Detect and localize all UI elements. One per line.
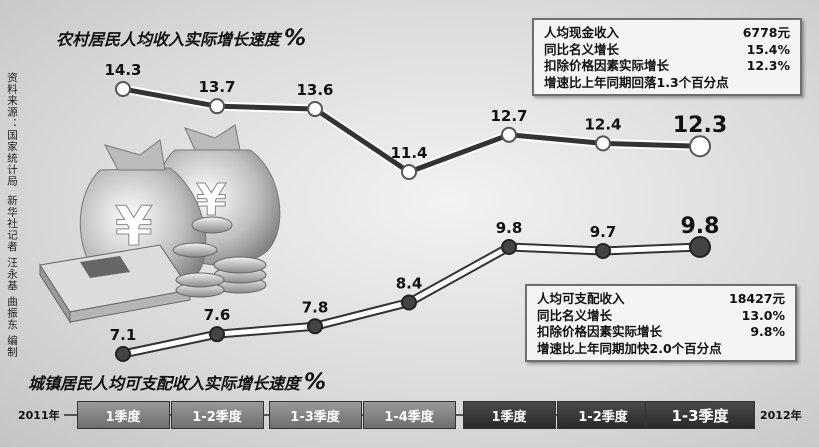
urban-title-unit: % [304,370,327,395]
urban-point [689,236,711,258]
rural-data-label: 11.4 [390,144,427,162]
urban-info-label: 增速比上年同期加快2.0个百分点 [537,340,722,356]
rural-point [115,81,131,97]
rural-data-label: 13.7 [198,78,235,96]
rural-info-row: 扣除价格因素实际增长 12.3% [544,58,790,75]
rural-info-row: 同比名义增长 15.4% [544,42,790,59]
timeline-end-label: 2012年 [760,409,802,422]
rural-data-label: 14.3 [104,61,141,79]
rural-title-unit: % [284,26,307,51]
rural-info-label: 人均现金收入 [544,25,620,40]
urban-point [209,326,225,343]
urban-info-row: 增速比上年同期加快2.0个百分点 [537,341,785,358]
urban-info-row: 人均可支配收入 18427元 [537,291,785,308]
rural-info-value: 15.4% [746,41,790,57]
banknote-stack [39,244,191,324]
rural-info-label: 扣除价格因素实际增长 [544,58,670,73]
quarter-tab: 1-3季度 [268,401,362,429]
urban-info-label: 人均可支配收入 [537,291,625,306]
rural-info-label: 同比名义增长 [544,41,620,57]
rural-point [401,164,417,180]
urban-chart-title: 城镇居民人均可支配收入实际增长速度% [28,370,326,395]
urban-point [307,318,323,335]
quarter-tab: 1-4季度 [362,401,456,429]
urban-data-label: 7.6 [204,306,231,324]
quarter-tab: 1-3季度 [645,401,755,429]
urban-data-label: 9.7 [590,223,617,241]
rural-chart-title: 农村居民人均收入实际增长速度% [56,26,306,51]
urban-info-row: 同比名义增长 13.0% [537,308,785,325]
urban-point [595,242,611,259]
urban-point [115,346,131,362]
credit-note: 新华社记者 汪永基 曲振东 编制 [6,195,18,358]
quarter-tab: 1-2季度 [170,401,264,429]
source-note: 资料来源：国家统计局 [6,72,18,187]
timeline-start-label: 2011年 [18,409,60,422]
rural-info-box: 人均现金收入 6778元 同比名义增长 15.4% 扣除价格因素实际增长 12.3% … [532,18,802,96]
rural-info-row: 人均现金收入 6778元 [544,25,790,42]
rural-title-text: 农村居民人均收入实际增长速度 [56,30,281,49]
rural-data-label: 12.7 [490,107,527,125]
rural-point [689,135,711,158]
urban-info-label: 同比名义增长 [537,307,613,323]
rural-point [501,126,517,143]
rural-point [307,101,323,118]
urban-info-value: 13.0% [741,307,785,323]
urban-info-value: 18427元 [729,291,785,306]
timeline-bar: 2011年 2012年 1季度 1-2季度 1-3季度 1-4季度 1季度 1-2季度 1-… [0,400,819,430]
urban-point [501,239,517,255]
urban-data-label: 7.1 [110,326,137,344]
urban-info-box: 人均可支配收入 18427元 同比名义增长 13.0% 扣除价格因素实际增长 9.8%… [525,284,797,362]
rural-info-label: 增速比上年同期回落1.3个百分点 [544,74,729,90]
rural-info-value: 6778元 [742,25,790,40]
urban-data-label: 9.8 [496,219,523,237]
coin-stacks [172,216,267,298]
quarter-tab: 1-2季度 [556,401,650,429]
rural-data-label: 12.3 [673,113,727,138]
rural-data-label: 13.6 [296,81,333,99]
urban-data-label: 7.8 [302,298,329,316]
quarter-tab: 1季度 [462,401,556,429]
urban-data-label: 9.8 [681,214,720,239]
urban-title-text: 城镇居民人均可支配收入实际增长速度 [28,374,301,393]
urban-point [401,294,417,311]
urban-info-row: 扣除价格因素实际增长 9.8% [537,324,785,341]
quarter-tab: 1季度 [76,401,170,429]
rural-point [209,98,225,115]
urban-info-label: 扣除价格因素实际增长 [537,324,663,339]
rural-info-value: 12.3% [746,58,790,73]
rural-point [595,135,611,152]
urban-data-label: 8.4 [396,274,423,292]
urban-info-value: 9.8% [750,324,785,339]
rural-info-row: 增速比上年同期回落1.3个百分点 [544,75,790,92]
rural-data-label: 12.4 [584,115,621,133]
